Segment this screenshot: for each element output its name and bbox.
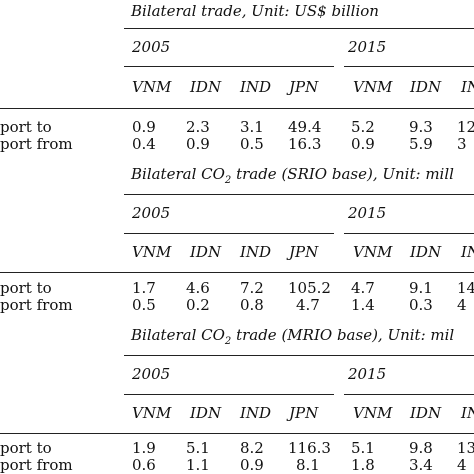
rule (124, 28, 474, 29)
table-cell: 12 (457, 118, 474, 136)
col-header-vnm: VNM (353, 404, 393, 422)
col-header-idn: IDN (190, 404, 222, 422)
table-cell: 1.4 (351, 296, 375, 314)
table-cell: 49.4 (288, 118, 322, 136)
rule (344, 66, 474, 67)
col-header-idn: IDN (410, 404, 442, 422)
table-cell: 4.7 (351, 279, 375, 297)
col-header-ind: IND (461, 243, 474, 261)
table-cell: 0.5 (132, 296, 156, 314)
table-cell: 5.2 (351, 118, 375, 136)
rule (0, 108, 474, 109)
table-cell: 1.9 (132, 439, 156, 457)
col-header-ind: IND (240, 243, 272, 261)
table-cell: 1.8 (351, 456, 375, 474)
col-header-idn: IDN (410, 78, 442, 96)
table-cell: 16.3 (288, 135, 322, 153)
table-cell: 9.3 (409, 118, 433, 136)
table-cell: 1.1 (186, 456, 210, 474)
table-cell: 105.2 (288, 279, 331, 297)
col-header-ind: IND (461, 404, 474, 422)
table-cell: 0.6 (132, 456, 156, 474)
year-header-2015: 2015 (348, 204, 387, 222)
col-header-idn: IDN (190, 243, 222, 261)
col-header-vnm: VNM (132, 78, 172, 96)
year-header-2005: 2005 (132, 38, 171, 56)
row-label: port from (0, 135, 73, 153)
table-cell: 116.3 (288, 439, 331, 457)
section-title-mrio: Bilateral CO2 trade (MRIO base), Unit: m… (131, 326, 455, 347)
table-cell: 4.7 (296, 296, 320, 314)
row-label: port to (0, 279, 52, 297)
table-cell: 5.1 (351, 439, 375, 457)
rule (0, 433, 474, 434)
rule (124, 394, 334, 395)
row-label: port to (0, 118, 52, 136)
table-cell: 0.2 (186, 296, 210, 314)
table-cell: 4 (457, 296, 467, 314)
table-cell: 1.7 (132, 279, 156, 297)
table-cell: 8.2 (240, 439, 264, 457)
table-cell: 3.4 (409, 456, 433, 474)
table-cell: 0.4 (132, 135, 156, 153)
col-header-ind: IND (240, 78, 272, 96)
col-header-jpn: JPN (289, 243, 319, 261)
table-cell: 0.9 (186, 135, 210, 153)
table-cell: 9.8 (409, 439, 433, 457)
table-cell: 0.9 (240, 456, 264, 474)
col-header-vnm: VNM (353, 243, 393, 261)
table-cell: 0.8 (240, 296, 264, 314)
table-cell: 2.3 (186, 118, 210, 136)
year-header-2005: 2005 (132, 204, 171, 222)
year-header-2015: 2015 (348, 38, 387, 56)
col-header-ind: IND (461, 78, 474, 96)
col-header-vnm: VNM (132, 243, 172, 261)
table-cell: 3.1 (240, 118, 264, 136)
table-cell: 13 (457, 439, 474, 457)
col-header-jpn: JPN (289, 404, 319, 422)
col-header-jpn: JPN (289, 78, 319, 96)
section-title-trade: Bilateral trade, Unit: US$ billion (131, 2, 379, 20)
table-cell: 9.1 (409, 279, 433, 297)
rule (124, 355, 474, 356)
table-cell: 0.5 (240, 135, 264, 153)
col-header-ind: IND (240, 404, 272, 422)
row-label: port from (0, 456, 73, 474)
col-header-idn: IDN (190, 78, 222, 96)
table-cell: 0.3 (409, 296, 433, 314)
section-title-srio: Bilateral CO2 trade (SRIO base), Unit: m… (131, 165, 454, 186)
rule (344, 394, 474, 395)
table-cell: 14 (457, 279, 474, 297)
table-cell: 8.1 (296, 456, 320, 474)
rule (0, 272, 474, 273)
year-header-2015: 2015 (348, 365, 387, 383)
row-label: port to (0, 439, 52, 457)
year-header-2005: 2005 (132, 365, 171, 383)
table-cell: 5.9 (409, 135, 433, 153)
col-header-vnm: VNM (353, 78, 393, 96)
rule (124, 66, 334, 67)
table-cell: 3 (457, 135, 467, 153)
rule (344, 233, 474, 234)
table-cell: 0.9 (351, 135, 375, 153)
table-cell: 7.2 (240, 279, 264, 297)
table-cell: 4 (457, 456, 467, 474)
rule (124, 194, 474, 195)
row-label: port from (0, 296, 73, 314)
col-header-idn: IDN (410, 243, 442, 261)
col-header-vnm: VNM (132, 404, 172, 422)
rule (124, 233, 334, 234)
table-cell: 5.1 (186, 439, 210, 457)
table-cell: 4.6 (186, 279, 210, 297)
table-cell: 0.9 (132, 118, 156, 136)
